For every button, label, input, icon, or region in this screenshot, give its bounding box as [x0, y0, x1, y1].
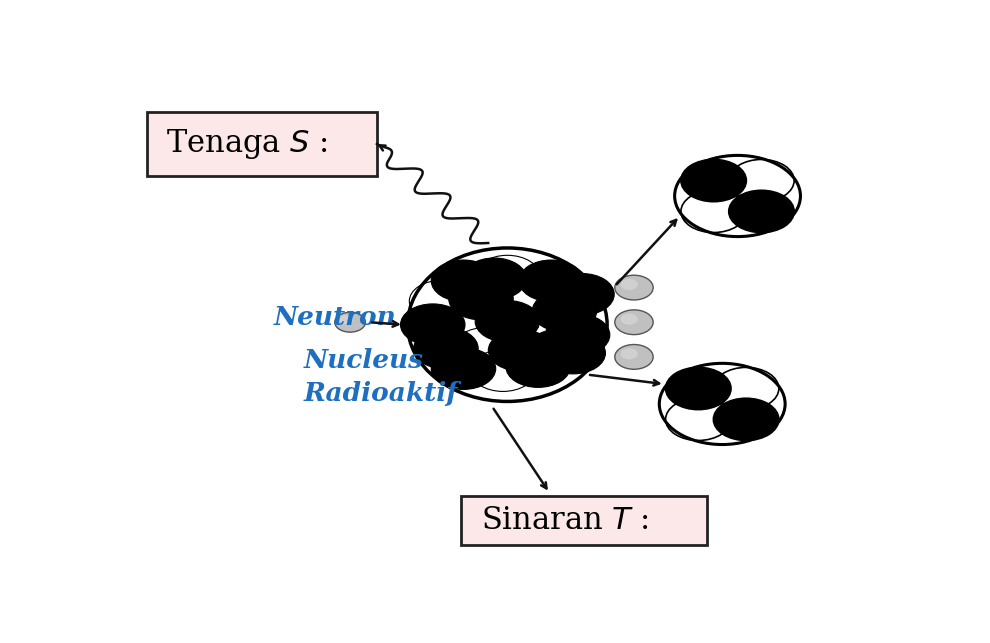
Text: Nucleus
Radioaktif: Nucleus Radioaktif — [304, 348, 458, 406]
Text: Tenaga $S$ :: Tenaga $S$ : — [166, 127, 328, 161]
Circle shape — [681, 159, 746, 202]
Circle shape — [665, 398, 731, 440]
Circle shape — [409, 280, 474, 322]
Circle shape — [436, 304, 500, 345]
Circle shape — [462, 258, 527, 300]
Circle shape — [549, 273, 614, 315]
Circle shape — [488, 330, 552, 371]
Circle shape — [729, 159, 794, 202]
Circle shape — [506, 346, 570, 387]
Circle shape — [519, 260, 583, 302]
Circle shape — [674, 156, 801, 237]
FancyBboxPatch shape — [147, 112, 377, 176]
Circle shape — [545, 314, 610, 356]
Circle shape — [515, 307, 579, 349]
Circle shape — [681, 190, 746, 233]
Circle shape — [615, 275, 653, 300]
Circle shape — [621, 279, 638, 290]
Circle shape — [714, 398, 779, 440]
Circle shape — [475, 300, 540, 342]
Circle shape — [621, 349, 638, 359]
Text: Sinaran $T$ :: Sinaran $T$ : — [480, 505, 648, 536]
Circle shape — [541, 332, 606, 374]
Circle shape — [401, 304, 465, 345]
Circle shape — [340, 315, 353, 324]
Circle shape — [493, 280, 557, 322]
Circle shape — [448, 278, 513, 320]
Circle shape — [665, 367, 731, 410]
Circle shape — [414, 327, 478, 369]
Circle shape — [526, 330, 590, 371]
Circle shape — [621, 314, 638, 325]
Circle shape — [432, 348, 496, 390]
Circle shape — [729, 190, 794, 233]
Circle shape — [533, 291, 597, 332]
Circle shape — [335, 312, 365, 332]
Circle shape — [659, 363, 785, 444]
Circle shape — [453, 327, 518, 369]
Ellipse shape — [408, 248, 607, 401]
Text: Neutron: Neutron — [273, 305, 396, 330]
Circle shape — [714, 367, 779, 410]
Circle shape — [615, 345, 653, 369]
FancyBboxPatch shape — [461, 496, 707, 545]
Circle shape — [432, 260, 496, 302]
Circle shape — [615, 310, 653, 334]
Circle shape — [475, 255, 540, 297]
Circle shape — [471, 350, 536, 392]
